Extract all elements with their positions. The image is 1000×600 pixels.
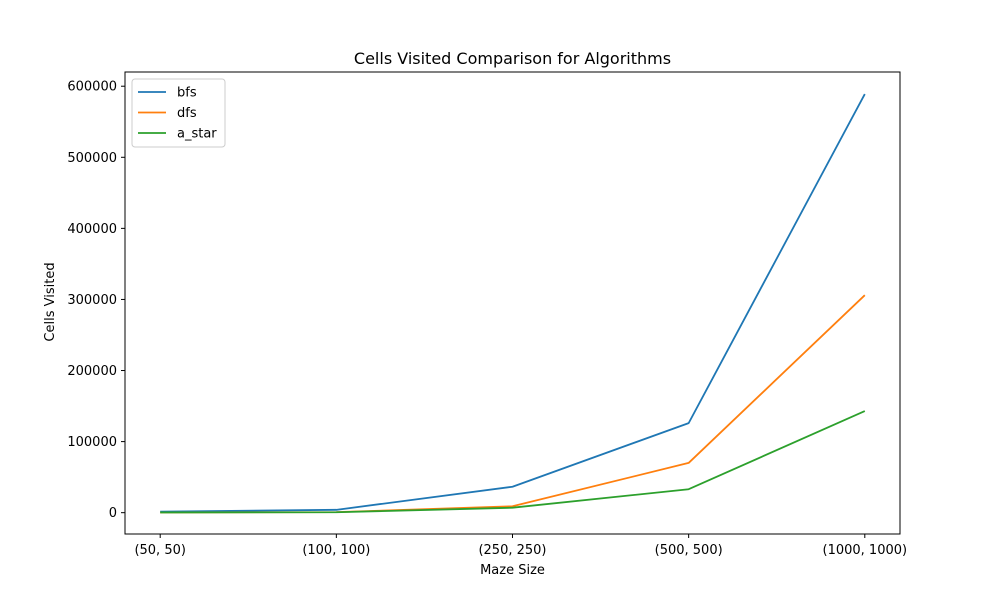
plot-frame (124, 71, 901, 535)
x-tick-label: (1000, 1000) (823, 543, 908, 558)
series-line-a_star (160, 410, 866, 514)
y-tick-label: 300000 (67, 293, 117, 308)
series-line-dfs (160, 294, 866, 514)
y-axis-title: Cells Visited (43, 262, 58, 341)
y-tick-label: 600000 (67, 80, 117, 95)
legend: bfs dfs a_star (131, 78, 226, 148)
y-tick-label: 0 (109, 506, 117, 521)
legend-label-bfs: bfs (177, 86, 197, 101)
x-tick-label: (250, 250) (478, 543, 546, 558)
y-tick-label: 400000 (67, 222, 117, 237)
y-tick-label: 500000 (67, 151, 117, 166)
x-tick-label: (100, 100) (302, 543, 370, 558)
chart-title: Cells Visited Comparison for Algorithms (354, 49, 671, 68)
y-tick-label: 100000 (67, 435, 117, 450)
axes: (50, 50) (100, 100) (250, 250) (500, 500) (1… (67, 71, 908, 558)
legend-label-dfs: dfs (177, 106, 197, 121)
legend-label-a_star: a_star (177, 127, 217, 142)
x-axis-title: Maze Size (480, 563, 545, 578)
x-tick-label: (500, 500) (655, 543, 723, 558)
series-line-bfs (160, 93, 866, 513)
x-tick-label: (50, 50) (134, 543, 186, 558)
plot-area (160, 93, 866, 514)
legend-box (131, 78, 226, 148)
y-tick-label: 200000 (67, 364, 117, 379)
